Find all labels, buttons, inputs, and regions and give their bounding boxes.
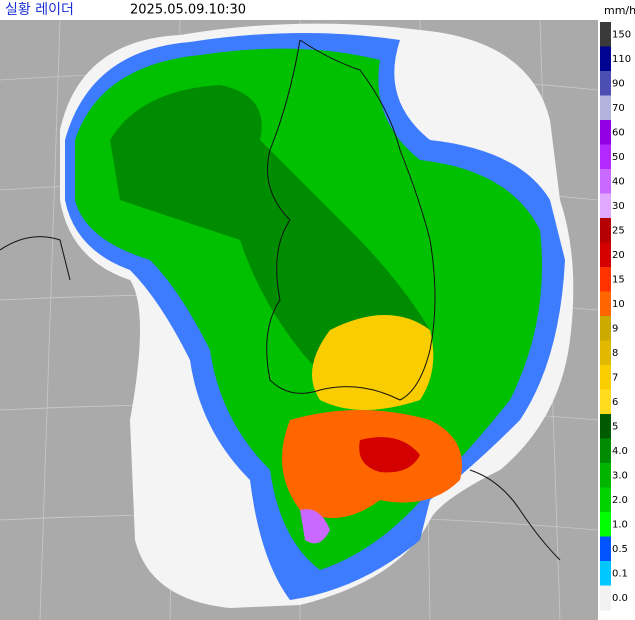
legend-label: 2.0 [612,495,628,506]
legend-swatch [600,71,611,96]
legend-label: 25 [612,225,625,236]
legend-swatch [600,365,611,390]
legend-label: 40 [612,176,625,187]
dark-green-echo [110,85,430,400]
legend-label: 20 [612,250,625,261]
legend-label: 50 [612,152,625,163]
legend-swatch [600,340,611,366]
legend-swatch [600,512,611,537]
legend-swatch [600,487,611,513]
legend-label: 1.0 [612,519,628,530]
legend-label: 9 [612,323,618,334]
legend-label: 0.1 [612,568,628,579]
legend-swatch [600,144,611,170]
legend-swatch [600,46,611,72]
legend-swatch [600,389,611,415]
yellow-echo [312,315,434,410]
coastline [0,39,561,561]
legend-swatch [600,22,611,47]
legend-label: 15 [612,274,625,285]
legend-swatch [600,193,611,219]
legend-swatch [600,536,611,562]
legend-swatch [600,438,611,464]
header-bar [0,0,635,20]
legend-label: 6 [612,397,618,408]
legend-label: 150 [612,29,631,40]
legend-swatch [600,414,611,439]
legend-swatch [600,95,611,121]
legend-swatch [600,561,611,586]
legend-swatch [600,169,611,194]
legend-label: 90 [612,78,625,89]
legend-swatch [600,120,611,145]
legend-label: 30 [612,201,625,212]
legend-label: 110 [612,54,631,65]
legend-swatch [600,316,611,341]
map [0,19,599,620]
red-echo [359,437,420,473]
legend-label: 4.0 [612,446,628,457]
legend-label: 5 [612,421,618,432]
legend-label: 3.0 [612,470,628,481]
legend-label: 7 [612,372,618,383]
timestamp: 2025.05.09.10:30 [130,3,246,18]
legend-label: 0.5 [612,544,628,555]
legend-label: 0.0 [612,593,628,604]
legend-swatch [600,242,611,268]
legend-label: 70 [612,103,625,114]
unit: mm/h [604,4,635,17]
legend-swatch [600,218,611,243]
title: 실황 레이더 [5,2,74,18]
legend-label: 8 [612,348,618,359]
magenta-echo [300,509,330,544]
legend: 150 110 90 70 60 50 40 30 25 20 15 10 9 8 7 6 5 4.0 3.0 2.0… [600,22,631,611]
legend-swatch [600,585,611,611]
legend-label: 10 [612,299,625,310]
legend-swatch [600,291,611,317]
legend-label: 60 [612,127,625,138]
legend-swatch [600,463,611,488]
legend-swatch [600,267,611,292]
